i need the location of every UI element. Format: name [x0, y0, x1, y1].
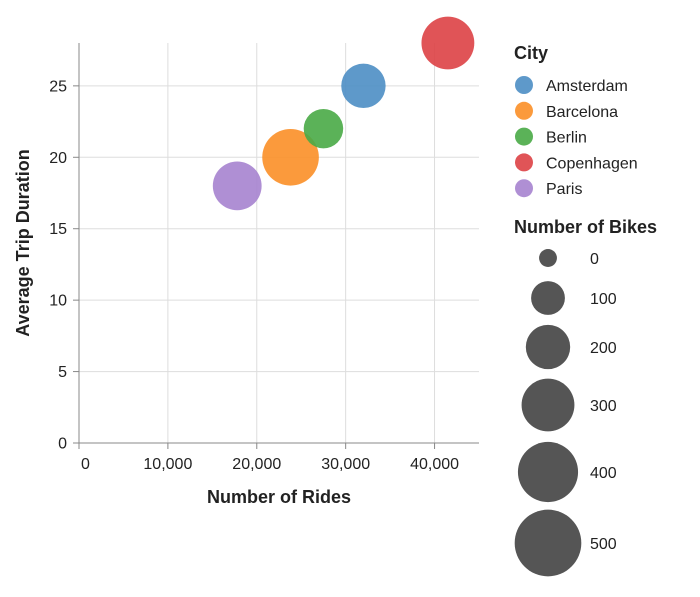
size-legend-title: Number of Bikes [514, 217, 657, 237]
axes: 0 10,000 20,000 30,000 40,000 0 5 10 15 20 25 [49, 43, 479, 473]
bubble-barcelona[interactable] [262, 128, 319, 186]
legend-swatch-amsterdam [515, 76, 533, 94]
legend-swatch-paris [515, 179, 533, 198]
size-legend-label: 300 [590, 398, 617, 415]
y-tick-label: 0 [58, 436, 67, 453]
gridlines [78, 43, 479, 444]
legend-swatch-berlin [515, 127, 533, 146]
bubble-amsterdam[interactable] [341, 63, 386, 109]
legend-label-copenhagen: Copenhagen [546, 155, 638, 172]
x-tick-label: 20,000 [232, 456, 281, 473]
size-legend-bubble [525, 324, 571, 370]
legend-label-amsterdam: Amsterdam [546, 78, 628, 95]
x-tick-label: 40,000 [410, 456, 459, 473]
bubble-copenhagen[interactable] [421, 16, 475, 70]
size-legend-bubble [517, 441, 579, 503]
size-legend-label: 500 [590, 536, 617, 553]
size-legend-label: 200 [590, 340, 617, 357]
size-legend-bubble [521, 378, 575, 432]
bubble-berlin[interactable] [303, 108, 344, 149]
x-tick-label: 10,000 [143, 456, 192, 473]
y-axis-title: Average Trip Duration [13, 149, 33, 336]
y-tick-label: 5 [58, 364, 67, 381]
legend-swatch-copenhagen [515, 153, 533, 172]
color-legend: City Amsterdam Barcelona Berlin Copenhagen P… [514, 43, 638, 198]
size-legend-label: 100 [590, 291, 617, 308]
y-tick-label: 25 [49, 78, 67, 95]
size-legend-bubble [531, 281, 565, 315]
bubble-paris[interactable] [212, 161, 262, 211]
legend-label-paris: Paris [546, 181, 582, 198]
y-tick-label: 20 [49, 150, 67, 167]
y-tick-label: 10 [49, 293, 67, 310]
x-tick-label: 30,000 [321, 456, 370, 473]
legend-swatch-barcelona [515, 101, 533, 120]
size-legend: Number of Bikes 0 100 200 300 400 500 [514, 217, 657, 577]
size-legend-bubble [514, 509, 582, 577]
x-tick-label: 0 [81, 456, 90, 473]
color-legend-title: City [514, 43, 548, 63]
x-axis-title: Number of Rides [207, 487, 351, 507]
size-legend-label: 0 [590, 251, 599, 268]
legend-label-berlin: Berlin [546, 130, 587, 147]
size-legend-label: 400 [590, 465, 617, 482]
bubbles [212, 16, 475, 211]
legend-label-barcelona: Barcelona [546, 104, 618, 121]
y-tick-label: 15 [49, 221, 67, 238]
size-legend-bubble [539, 249, 557, 267]
